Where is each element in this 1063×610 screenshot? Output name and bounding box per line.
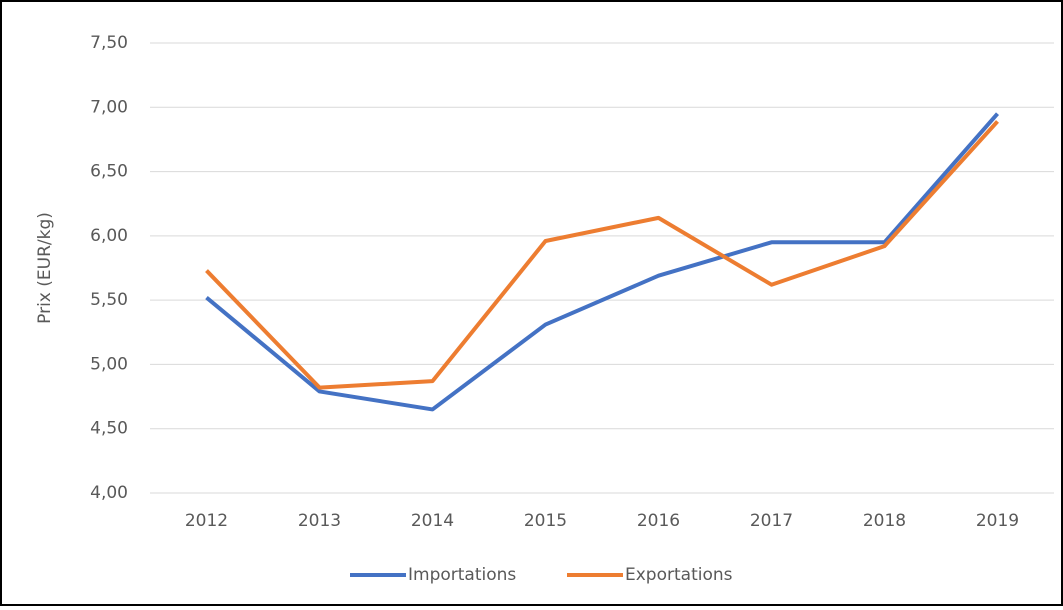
x-tick-label: 2014 (411, 511, 454, 531)
legend-label: Exportations (625, 565, 733, 585)
x-tick-label: 2019 (976, 511, 1019, 531)
x-tick-label: 2016 (637, 511, 680, 531)
y-tick-label: 5,00 (90, 354, 128, 374)
x-tick-label: 2013 (298, 511, 341, 531)
x-tick-label: 2015 (524, 511, 567, 531)
y-axis-label: Prix (EUR/kg) (35, 212, 55, 324)
y-tick-label: 7,50 (90, 33, 128, 53)
y-tick-label: 6,00 (90, 226, 128, 246)
y-tick-label: 7,00 (90, 97, 128, 117)
y-tick-label: 6,50 (90, 162, 128, 182)
series-line (205, 120, 999, 390)
legend-label: Importations (408, 565, 516, 585)
x-tick-label: 2018 (863, 511, 906, 531)
x-tick-label: 2017 (750, 511, 793, 531)
y-tick-label: 4,50 (90, 419, 128, 439)
x-tick-label: 2012 (185, 511, 228, 531)
y-tick-label: 5,50 (90, 290, 128, 310)
y-tick-label: 4,00 (90, 483, 128, 503)
series-line (205, 112, 1000, 412)
